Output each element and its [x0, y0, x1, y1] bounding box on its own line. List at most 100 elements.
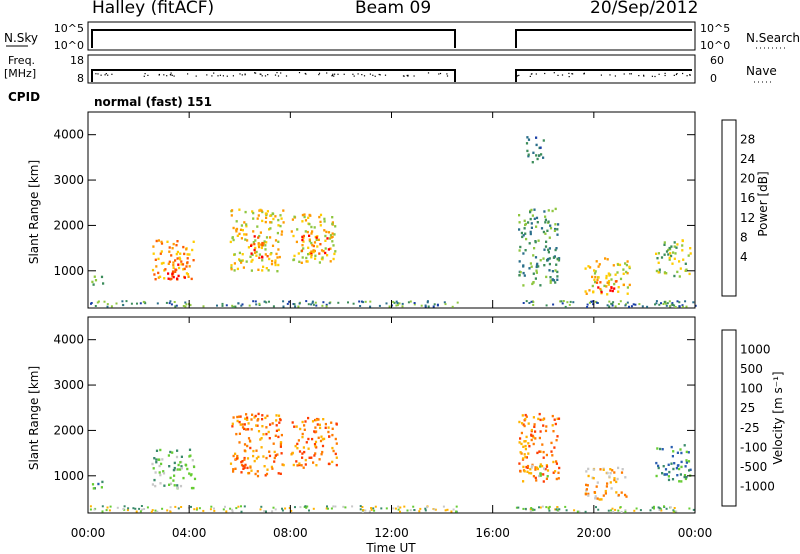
- power-echo-cell: [543, 264, 546, 267]
- power-colorbar-frame: [721, 119, 737, 297]
- power-echo-cell: [320, 249, 324, 252]
- power-echo-cell: [235, 227, 239, 231]
- power-echo-cell: [678, 305, 681, 308]
- velocity-echo-cell: [669, 506, 672, 509]
- nave-dot: [630, 73, 632, 75]
- velocity-echo-cell: [594, 495, 597, 498]
- power-echo-cell: [674, 306, 677, 308]
- power-echo-cell: [265, 236, 269, 239]
- velocity-echo-cell: [522, 423, 525, 426]
- velocity-echo-cell: [158, 458, 161, 461]
- power-echo-cell: [306, 230, 309, 234]
- power-echo-cell: [231, 209, 234, 212]
- nave-dot: [353, 75, 355, 77]
- power-echo-cell: [97, 300, 100, 303]
- power-echo-cell: [530, 265, 533, 268]
- power-echo-cell: [646, 305, 649, 308]
- power-echo-cell: [328, 302, 331, 305]
- power-echo-cell: [92, 283, 95, 286]
- power-echo-cell: [322, 250, 325, 253]
- velocity-echo-cell: [596, 481, 599, 484]
- velocity-echo-cell: [620, 471, 624, 474]
- nave-dot: [298, 72, 301, 74]
- power-echo-cell: [694, 304, 697, 307]
- power-echo-cell: [556, 257, 559, 260]
- velocity-echo-cell: [538, 450, 541, 453]
- velocity-echo-cell: [232, 454, 235, 458]
- nave-dot: [402, 75, 405, 77]
- power-echo-cell: [456, 301, 459, 304]
- velocity-echo-cell: [399, 506, 402, 509]
- power-echo-cell: [293, 215, 296, 218]
- velocity-echo-cell: [602, 468, 605, 471]
- power-echo-cell: [608, 274, 611, 277]
- power-echo-cell: [444, 303, 447, 306]
- velocity-echo-cell: [89, 505, 92, 508]
- velocity-echo-cell: [550, 450, 553, 453]
- velocity-plot-frame: [87, 316, 696, 514]
- power-echo-cell: [532, 272, 535, 275]
- power-echo-cell: [369, 305, 372, 308]
- power-echo-cell: [321, 258, 324, 261]
- power-echo-cell: [155, 239, 158, 243]
- velocity-echo-cell: [172, 468, 175, 472]
- velocity-echo-cell: [661, 448, 664, 451]
- velocity-echo-cell: [551, 414, 554, 418]
- power-echo-cell: [274, 261, 277, 264]
- power-echo-cell: [535, 225, 538, 228]
- velocity-echo-cell: [166, 509, 169, 512]
- power-echo-cell: [385, 302, 388, 305]
- velocity-echo-cell: [171, 451, 174, 454]
- velocity-echo-cell: [545, 465, 549, 468]
- power-echo-cell: [180, 263, 183, 266]
- power-echo-cell: [260, 243, 263, 246]
- nave-dot: [664, 74, 666, 77]
- velocity-echo-cell: [542, 450, 545, 454]
- velocity-echo-cell: [558, 508, 561, 511]
- velocity-echo-cell: [522, 480, 525, 483]
- power-echo-cell: [188, 253, 191, 256]
- velocity-echo-cell: [592, 477, 595, 480]
- velocity-echo-cell: [277, 428, 280, 432]
- velocity-echo-cell: [315, 418, 318, 422]
- power-echo-cell: [258, 253, 261, 256]
- velocity-echo-cell: [210, 505, 213, 508]
- power-echo-cell: [323, 229, 326, 232]
- power-echo-cell: [599, 287, 602, 291]
- velocity-echo-cell: [555, 477, 558, 481]
- velocity-echo-cell: [123, 505, 126, 508]
- velocity-echo-cell: [127, 507, 130, 510]
- power-echo-cell: [258, 234, 261, 238]
- power-echo-cell: [261, 269, 264, 272]
- power-colorbar-tick: 4: [740, 250, 748, 264]
- velocity-echo-cell: [169, 506, 172, 509]
- power-echo-cell: [689, 247, 692, 250]
- velocity-echo-cell: [657, 464, 660, 468]
- velocity-echo-cell: [554, 470, 557, 473]
- power-echo-cell: [297, 252, 300, 255]
- power-echo-cell: [256, 225, 259, 228]
- velocity-echo-cell: [426, 506, 428, 509]
- power-echo-cell: [522, 302, 525, 304]
- power-echo-cell: [655, 300, 658, 303]
- nave-dot: [260, 73, 262, 75]
- power-echo-cell: [527, 155, 530, 158]
- power-echo-cell: [310, 241, 313, 245]
- velocity-echo-cell: [548, 509, 551, 512]
- power-echo-cell: [586, 303, 589, 306]
- nave-dot: [195, 75, 197, 77]
- power-echo-cell: [163, 269, 166, 272]
- nave-dot: [232, 75, 234, 77]
- power-echo-cell: [319, 224, 322, 227]
- power-echo-cell: [530, 300, 533, 303]
- power-echo-cell: [122, 304, 125, 307]
- velocity-echo-cell: [552, 430, 555, 433]
- velocity-echo-cell: [542, 418, 545, 421]
- power-echo-cell: [614, 280, 617, 283]
- velocity-echo-cell: [531, 434, 535, 438]
- velocity-echo-cell: [665, 473, 668, 476]
- velocity-echo-cell: [655, 461, 658, 465]
- velocity-echo-cell: [684, 477, 687, 481]
- power-echo-cell: [142, 300, 145, 303]
- power-echo-cell: [267, 269, 270, 272]
